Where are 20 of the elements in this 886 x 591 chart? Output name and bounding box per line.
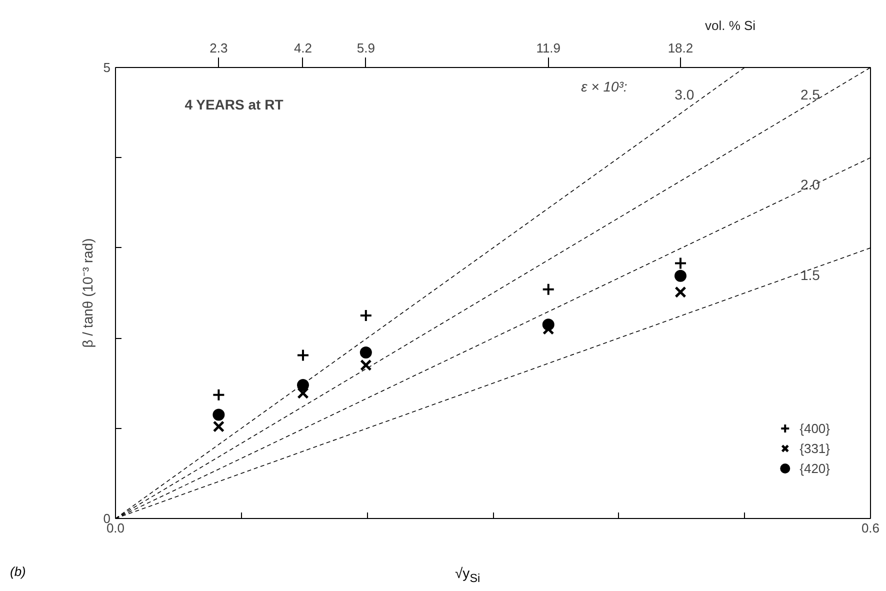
text: 5.9: [356, 40, 375, 56]
text: vol. % Si: [705, 17, 756, 35]
annotation: ε × 10³:: [581, 78, 628, 95]
y-axis-title: β / tanθ (10⁻³ rad): [79, 238, 96, 348]
legend-label: {331}: [800, 440, 830, 456]
annotation: 4 YEARS at RT: [184, 96, 284, 113]
text: 4.2: [294, 40, 312, 56]
legend-label: {420}: [800, 460, 830, 476]
x-axis-title: √y$_{Si}$: [455, 564, 480, 587]
legend-label: {400}: [800, 420, 830, 436]
text: 2.3: [210, 40, 228, 56]
text: (b): [10, 563, 26, 581]
text: 11.9: [536, 40, 561, 56]
series-label: 2.0: [800, 176, 820, 193]
series-label: 3.0: [674, 86, 694, 102]
x-tick-label: 0.6: [861, 520, 880, 536]
series-label: 2.5: [800, 86, 820, 102]
series-label: 1.5: [800, 266, 820, 283]
text: 18.2: [668, 40, 694, 56]
y-tick-label: 5: [103, 60, 111, 75]
